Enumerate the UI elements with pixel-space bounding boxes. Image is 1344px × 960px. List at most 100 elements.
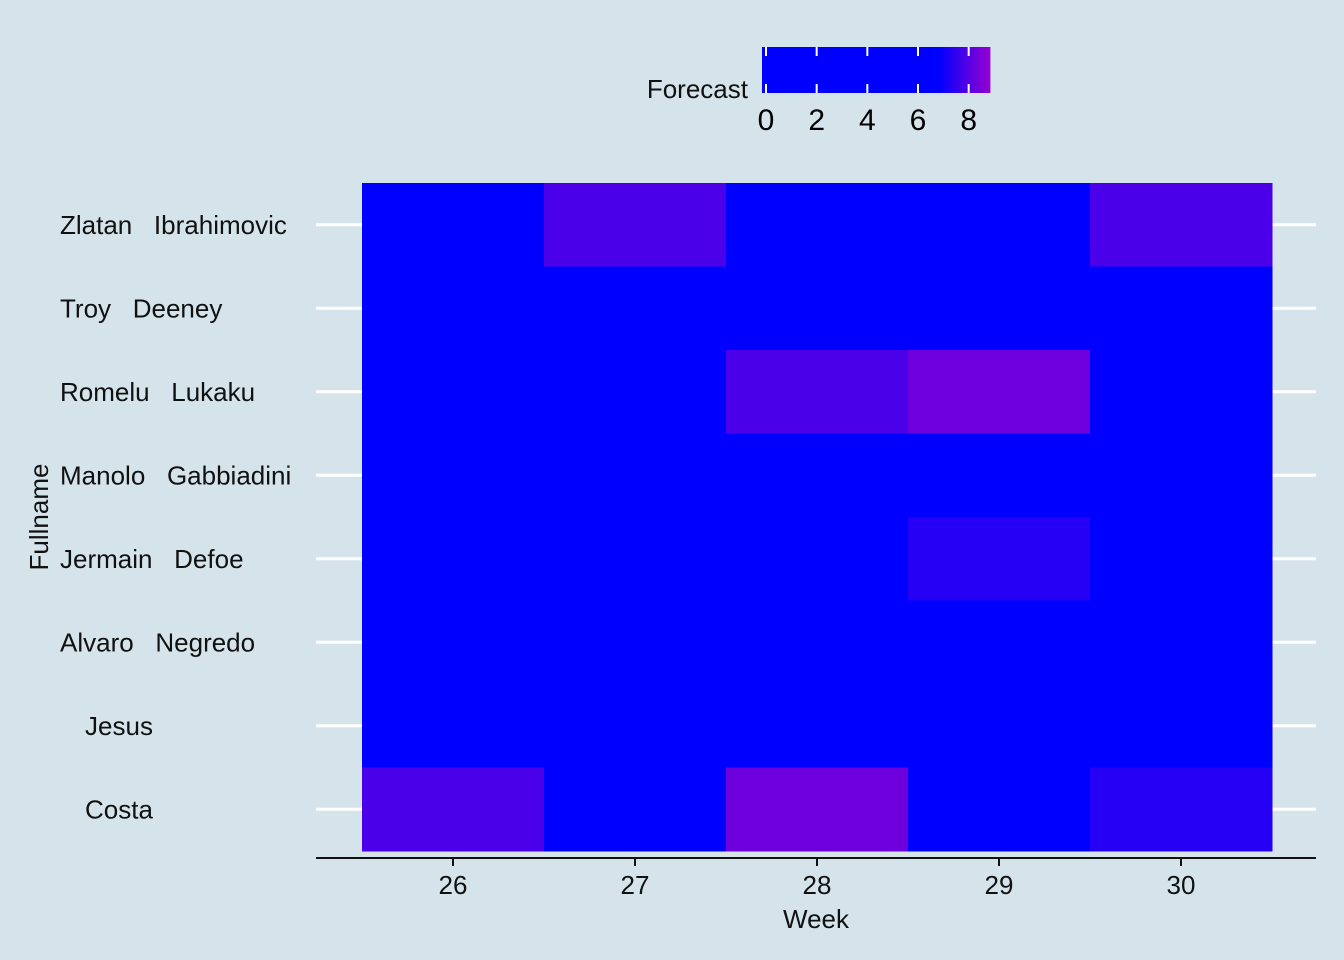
legend-swatch bbox=[838, 47, 841, 93]
heatmap-cell bbox=[908, 600, 1091, 685]
legend-swatch bbox=[924, 47, 927, 93]
legend-swatch bbox=[928, 47, 931, 93]
legend-swatch bbox=[816, 47, 819, 93]
legend-swatch bbox=[966, 47, 969, 93]
x-axis-ticks: 26 27 28 29 30 bbox=[439, 858, 1195, 900]
legend-swatch bbox=[894, 47, 897, 93]
y-tick-label: Romelu Lukaku bbox=[60, 377, 255, 407]
legend-swatch bbox=[782, 47, 785, 93]
legend-swatch bbox=[778, 47, 781, 93]
legend-tick-label: 4 bbox=[859, 104, 876, 137]
legend-swatch bbox=[940, 47, 943, 93]
heatmap-cell bbox=[726, 517, 909, 601]
legend-swatch bbox=[882, 47, 885, 93]
legend-swatch bbox=[950, 47, 953, 93]
legend-swatch bbox=[956, 47, 959, 93]
heatmap-cell bbox=[544, 183, 727, 267]
legend-swatch bbox=[790, 47, 793, 93]
heatmap-cell bbox=[726, 684, 909, 768]
legend-swatch bbox=[804, 47, 807, 93]
heatmap-cell bbox=[362, 266, 545, 351]
heatmap-cell bbox=[1090, 433, 1273, 518]
legend-swatch bbox=[948, 47, 951, 93]
legend-swatch bbox=[802, 47, 805, 93]
legend-swatch bbox=[836, 47, 839, 93]
y-tick-label: Alvaro Negredo bbox=[60, 627, 255, 657]
x-tick-label: 28 bbox=[803, 870, 832, 900]
legend-swatch bbox=[800, 47, 803, 93]
legend-swatch bbox=[860, 47, 863, 93]
heatmap-cell bbox=[1090, 767, 1273, 852]
legend-swatch bbox=[978, 47, 981, 93]
y-tick-label: Zlatan Ibrahimovic bbox=[60, 210, 287, 240]
legend-colorbar bbox=[762, 47, 991, 93]
legend-swatch bbox=[902, 47, 905, 93]
heatmap-cell bbox=[1090, 266, 1273, 351]
legend-swatch bbox=[974, 47, 977, 93]
legend-swatch bbox=[986, 47, 989, 93]
legend-swatch bbox=[808, 47, 811, 93]
legend-tick-label: 0 bbox=[758, 104, 775, 137]
heatmap-cell bbox=[726, 433, 909, 518]
legend-tick-label: 8 bbox=[960, 104, 977, 137]
y-tick-label: Manolo Gabbiadini bbox=[60, 460, 291, 490]
legend-swatch bbox=[806, 47, 809, 93]
legend-swatch bbox=[878, 47, 881, 93]
legend-swatch bbox=[842, 47, 845, 93]
legend-swatch bbox=[818, 47, 821, 93]
legend-swatch bbox=[934, 47, 937, 93]
y-tick-label: Troy Deeney bbox=[60, 293, 222, 323]
legend-swatch bbox=[912, 47, 915, 93]
legend-swatch bbox=[962, 47, 965, 93]
legend-swatch bbox=[960, 47, 963, 93]
heatmap-cell bbox=[362, 684, 545, 768]
heatmap-cell bbox=[908, 350, 1091, 434]
legend-swatch bbox=[944, 47, 947, 93]
y-tick-label: Costa bbox=[85, 794, 153, 824]
legend-swatch bbox=[964, 47, 967, 93]
heatmap-cell bbox=[544, 684, 727, 768]
legend-swatch bbox=[904, 47, 907, 93]
legend-swatch bbox=[834, 47, 837, 93]
heatmap-cell bbox=[908, 433, 1091, 518]
legend-swatch bbox=[794, 47, 797, 93]
legend-swatch bbox=[852, 47, 855, 93]
legend-swatch bbox=[946, 47, 949, 93]
legend-swatch bbox=[976, 47, 979, 93]
legend-swatch bbox=[810, 47, 813, 93]
legend-swatch bbox=[988, 47, 991, 93]
heatmap-cell bbox=[726, 600, 909, 685]
legend-swatch bbox=[908, 47, 911, 93]
legend-swatch bbox=[814, 47, 817, 93]
legend-swatch bbox=[830, 47, 833, 93]
legend-swatch bbox=[970, 47, 973, 93]
legend-swatch bbox=[922, 47, 925, 93]
x-tick-label: 29 bbox=[985, 870, 1014, 900]
legend-swatch bbox=[968, 47, 971, 93]
legend-swatch bbox=[888, 47, 891, 93]
legend-swatch bbox=[812, 47, 815, 93]
legend-swatch bbox=[850, 47, 853, 93]
legend-swatch bbox=[844, 47, 847, 93]
y-tick-label: Jesus bbox=[85, 711, 153, 741]
heatmap-cell bbox=[908, 517, 1091, 601]
legend-swatch bbox=[980, 47, 983, 93]
heatmap-cell bbox=[908, 183, 1091, 267]
legend-swatch bbox=[858, 47, 861, 93]
legend-swatch bbox=[868, 47, 871, 93]
y-axis-ticks: Zlatan Ibrahimovic Troy Deeney Romelu Luka… bbox=[60, 210, 291, 825]
x-axis-title: Week bbox=[783, 904, 850, 934]
heatmap-cell bbox=[1090, 517, 1273, 601]
legend-swatch bbox=[906, 47, 909, 93]
legend-swatch bbox=[972, 47, 975, 93]
legend-swatch bbox=[938, 47, 941, 93]
heatmap-cell bbox=[544, 433, 727, 518]
heatmap-cell bbox=[1090, 350, 1273, 434]
heatmap-cell bbox=[1090, 183, 1273, 267]
heatmap-cell bbox=[362, 183, 545, 267]
heatmap-cell bbox=[362, 350, 545, 434]
legend-swatch bbox=[840, 47, 843, 93]
legend-swatch bbox=[920, 47, 923, 93]
legend-swatch bbox=[900, 47, 903, 93]
legend-title: Forecast bbox=[647, 74, 749, 104]
